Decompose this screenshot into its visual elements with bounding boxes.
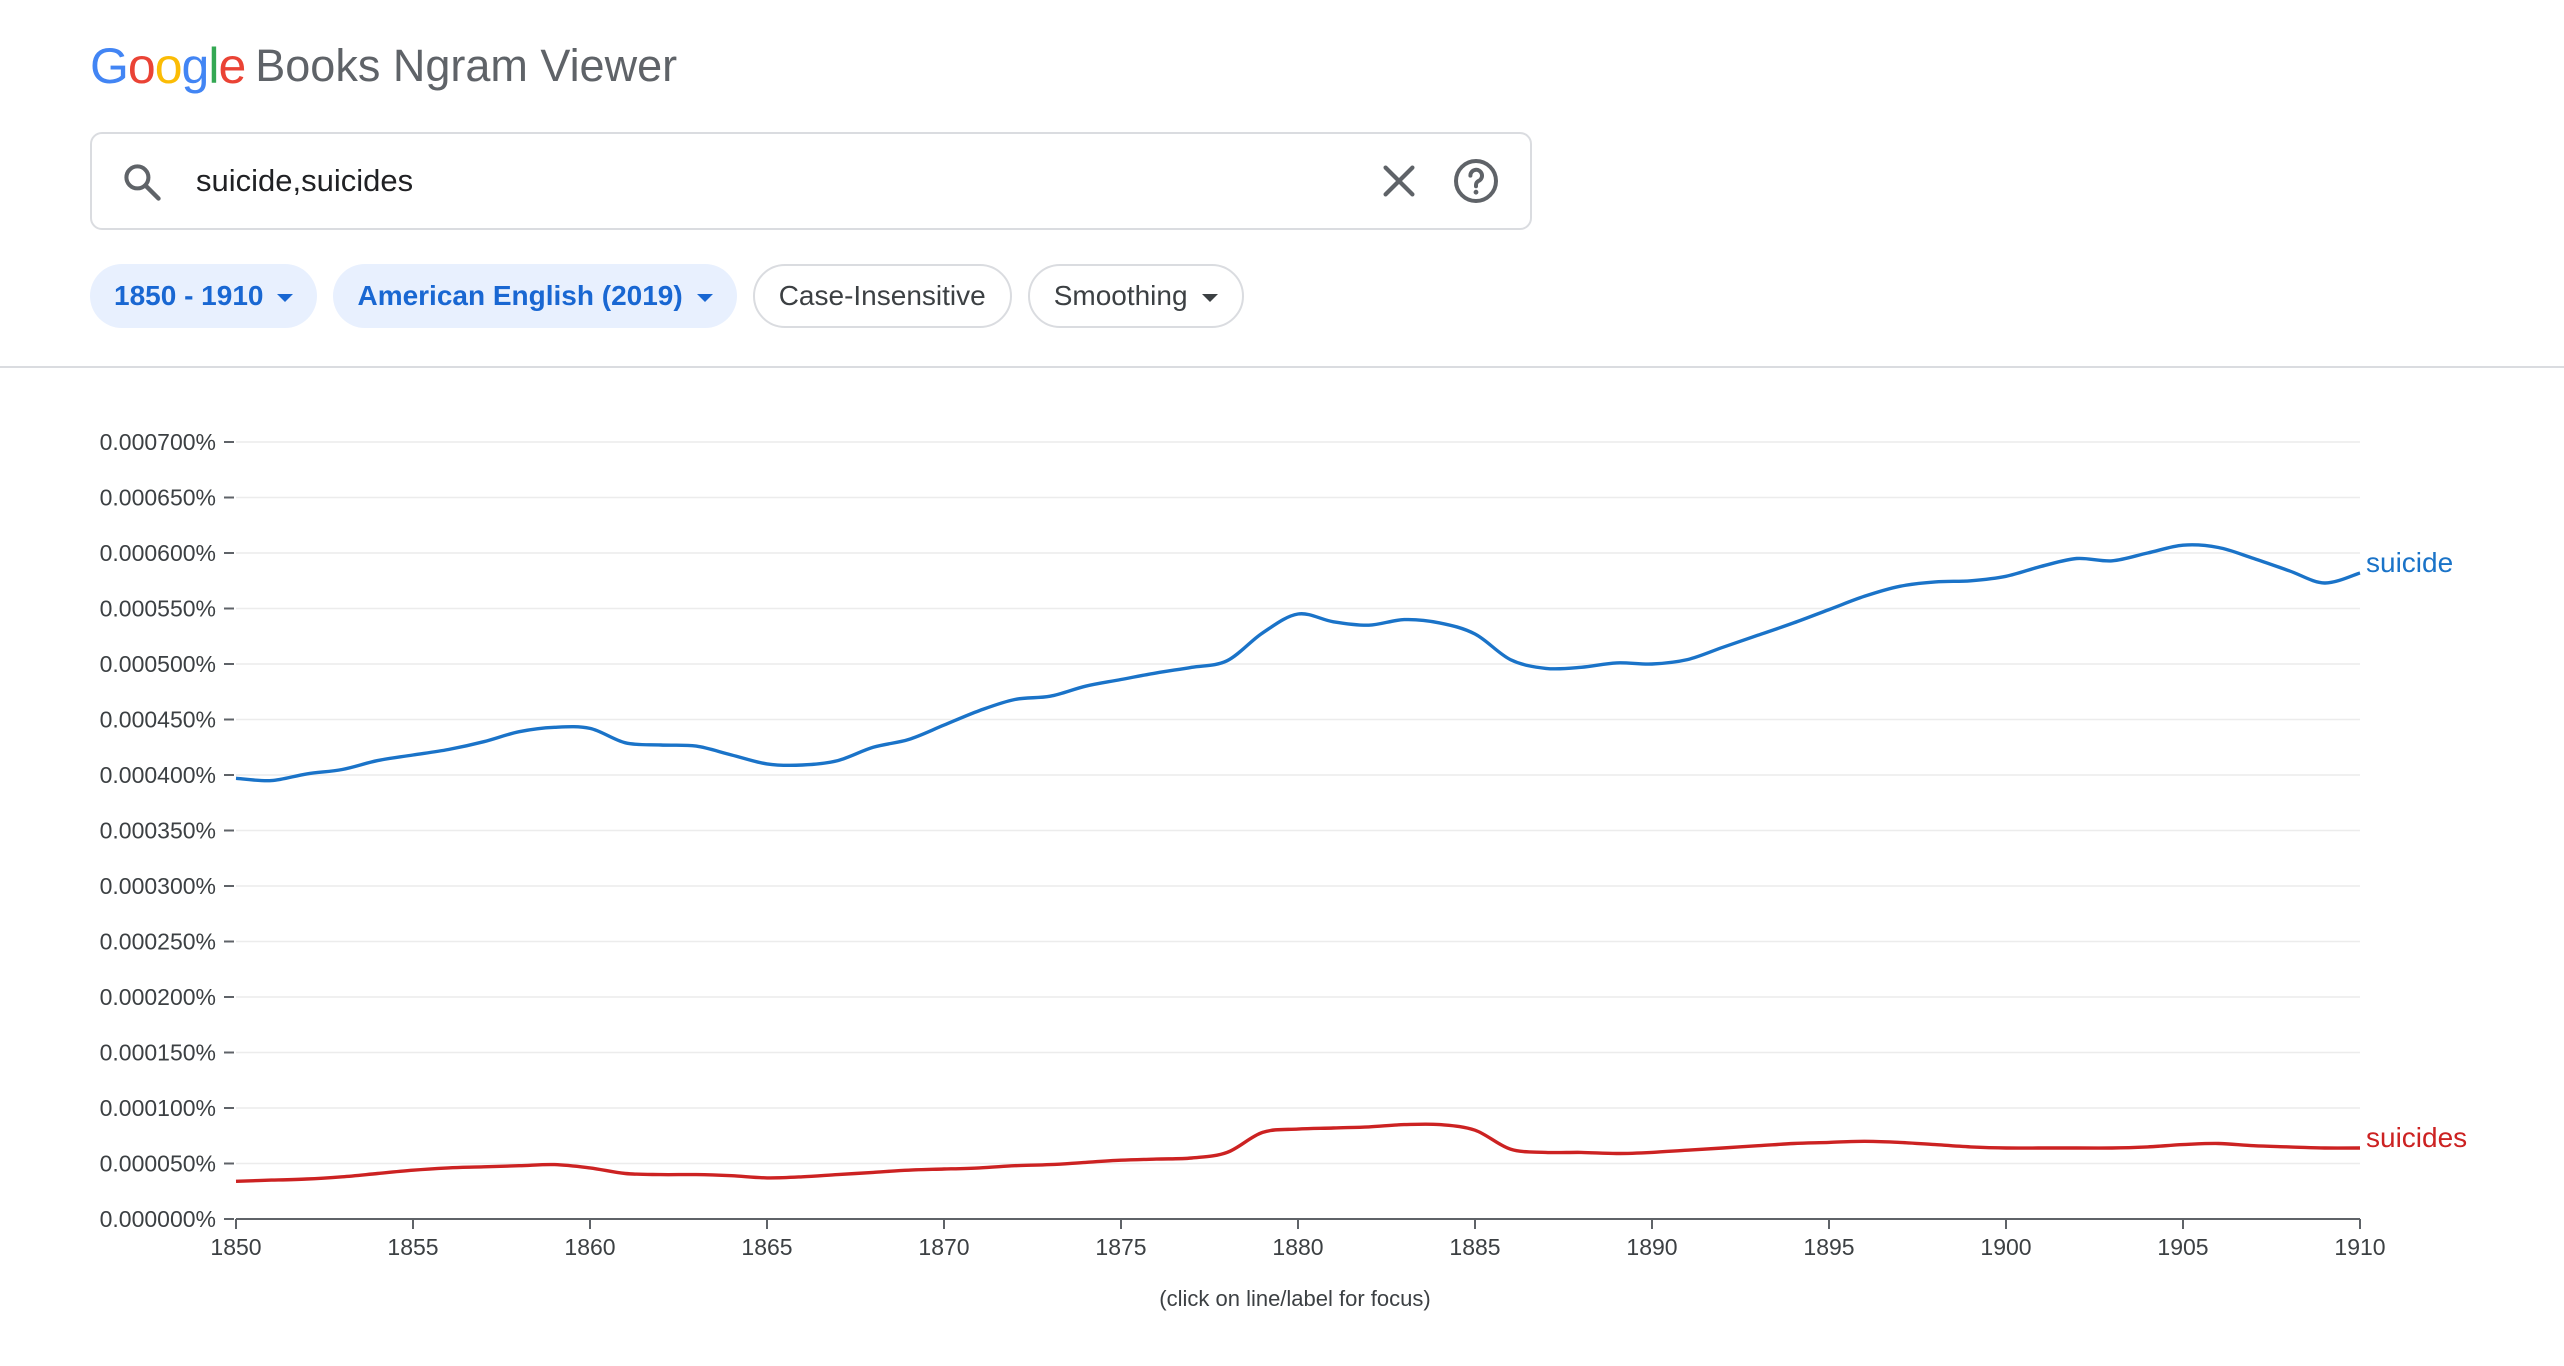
series-label-suicide[interactable]: suicide xyxy=(2366,547,2453,578)
y-tick-label: 0.000250% xyxy=(100,929,216,955)
case-insensitive-toggle[interactable]: Case-Insensitive xyxy=(752,264,1012,328)
filter-chips: 1850 - 1910 American English (2019) Case… xyxy=(90,264,1244,328)
logo-letter: o xyxy=(154,38,183,94)
google-books-ngram-logo[interactable]: Google Books Ngram Viewer xyxy=(90,26,677,106)
search-box[interactable] xyxy=(90,132,1532,230)
y-tick-label: 0.000400% xyxy=(100,762,216,788)
y-tick-label: 0.000600% xyxy=(100,540,216,566)
search-input[interactable] xyxy=(196,134,1346,228)
y-tick-label: 0.000050% xyxy=(100,1151,216,1177)
ngram-chart[interactable]: 0.000000% 0.000050% 0.000100% 0.000150% 0.00… xyxy=(0,368,2564,1366)
header: Google Books Ngram Viewer 1850 - 1910 Am… xyxy=(0,0,2564,368)
corpus-dropdown[interactable]: American English (2019) xyxy=(333,264,737,328)
y-tick-label: 0.000100% xyxy=(100,1095,216,1121)
year-range-label: 1850 - 1910 xyxy=(114,280,264,311)
chart-footnote: (click on line/label for focus) xyxy=(1159,1286,1430,1311)
y-axis: 0.000000% 0.000050% 0.000100% 0.000150% 0.00… xyxy=(100,429,234,1232)
logo-letter: g xyxy=(181,38,210,94)
x-tick-label: 1905 xyxy=(2157,1234,2208,1260)
y-tick-label: 0.000650% xyxy=(100,485,216,511)
smoothing-dropdown[interactable]: Smoothing xyxy=(1027,264,1244,328)
case-insensitive-label: Case-Insensitive xyxy=(778,280,986,311)
y-tick-label: 0.000700% xyxy=(100,429,216,455)
series-labels[interactable]: suicide suicides xyxy=(2366,547,2467,1153)
x-tick-label: 1860 xyxy=(564,1234,615,1260)
google-logo: Google xyxy=(90,37,246,95)
x-tick-label: 1910 xyxy=(2334,1234,2385,1260)
x-tick-label: 1895 xyxy=(1803,1234,1854,1260)
y-tick-label: 0.000500% xyxy=(100,651,216,677)
x-tick-label: 1900 xyxy=(1980,1234,2031,1260)
x-tick-label: 1865 xyxy=(741,1234,792,1260)
clear-icon[interactable] xyxy=(1376,158,1422,204)
y-tick-label: 0.000000% xyxy=(100,1206,216,1232)
logo-letter: o xyxy=(127,38,156,94)
y-tick-label: 0.000550% xyxy=(100,596,216,622)
logo-letter: l xyxy=(208,38,219,94)
series-line-suicide[interactable] xyxy=(235,543,2361,783)
y-tick-label: 0.000350% xyxy=(100,818,216,844)
chart-grid xyxy=(236,441,2360,1165)
chart-lines[interactable] xyxy=(235,543,2361,1183)
search-icon[interactable] xyxy=(120,160,164,204)
y-tick-label: 0.000150% xyxy=(100,1040,216,1066)
x-tick-label: 1885 xyxy=(1449,1234,1500,1260)
caret-down-icon xyxy=(1201,294,1218,302)
caret-down-icon xyxy=(696,294,713,302)
help-icon[interactable] xyxy=(1452,157,1500,205)
corpus-label: American English (2019) xyxy=(357,280,683,311)
y-tick-label: 0.000200% xyxy=(100,984,216,1010)
series-line-suicides[interactable] xyxy=(235,1122,2361,1183)
y-tick-label: 0.000300% xyxy=(100,873,216,899)
x-tick-label: 1875 xyxy=(1095,1234,1146,1260)
logo-letter: e xyxy=(218,38,246,94)
year-range-dropdown[interactable]: 1850 - 1910 xyxy=(90,264,318,328)
x-tick-label: 1870 xyxy=(918,1234,969,1260)
x-tick-label: 1855 xyxy=(387,1234,438,1260)
product-name: Books Ngram Viewer xyxy=(255,40,678,91)
caret-down-icon xyxy=(277,294,294,302)
x-tick-label: 1850 xyxy=(210,1234,261,1260)
series-label-suicides[interactable]: suicides xyxy=(2366,1122,2467,1153)
y-tick-label: 0.000450% xyxy=(100,707,216,733)
x-tick-label: 1890 xyxy=(1626,1234,1677,1260)
x-axis: 1850 1855 1860 1865 1870 1875 1880 1885 1890 1895… xyxy=(210,1218,2386,1260)
logo-letter: G xyxy=(90,38,129,94)
x-tick-label: 1880 xyxy=(1272,1234,1323,1260)
smoothing-label: Smoothing xyxy=(1053,280,1188,311)
